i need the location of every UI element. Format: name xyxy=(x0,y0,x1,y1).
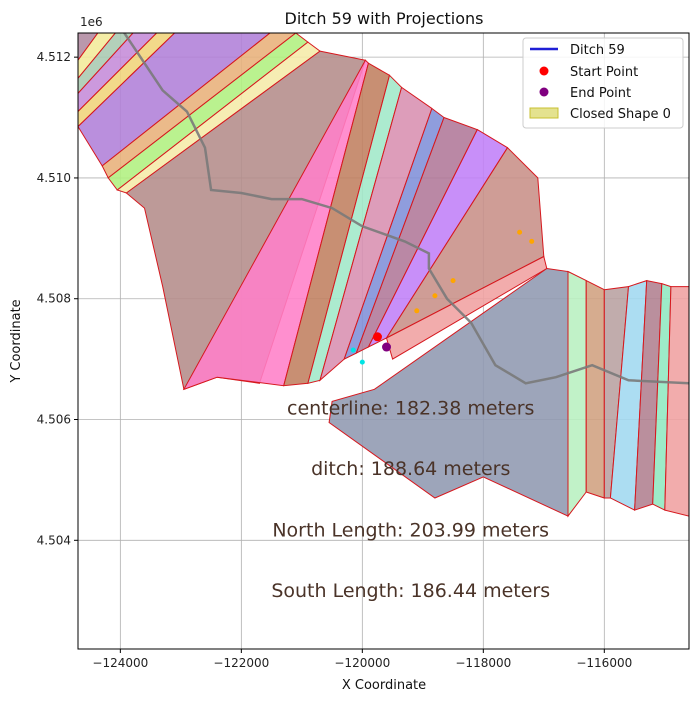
plot-frame xyxy=(77,32,690,650)
y-tick-label: 4.508 xyxy=(37,292,71,306)
projection-shape xyxy=(664,286,689,517)
x-tick-label: −122000 xyxy=(213,656,269,670)
point-markers xyxy=(350,229,535,365)
y-axis-ticks: 4.504 4.506 4.508 4.510 4.512 xyxy=(37,50,78,547)
length-annotation: North Length: 203.99 meters xyxy=(272,519,549,541)
ditch-centerline xyxy=(122,33,689,385)
x-tick-label: −116000 xyxy=(576,656,632,670)
y-tick-label: 4.504 xyxy=(37,533,71,547)
projection-point xyxy=(529,238,535,244)
legend: Ditch 59 Start Point End Point Closed Sh… xyxy=(522,37,684,129)
legend-item-start: Start Point xyxy=(570,65,638,80)
y-offset-label: 1e6 xyxy=(80,15,103,29)
projection-point xyxy=(517,229,523,235)
projection-point xyxy=(414,308,420,314)
legend-item-end: End Point xyxy=(570,86,631,101)
legend-item-ditch: Ditch 59 xyxy=(570,43,625,58)
legend-item-shape: Closed Shape 0 xyxy=(570,107,671,122)
projection-shape xyxy=(585,279,605,499)
y-tick-label: 4.512 xyxy=(37,50,71,64)
end-point-marker xyxy=(382,342,392,352)
y-axis-label: Y Coordinate xyxy=(9,299,24,383)
centerline-layer xyxy=(122,33,689,385)
projection-point xyxy=(350,347,356,353)
legend-box xyxy=(522,37,684,129)
length-annotation: centerline: 182.38 meters xyxy=(287,397,534,419)
x-axis-ticks: −124000 −122000 −120000 −118000 −116000 xyxy=(92,649,632,670)
start-point-marker xyxy=(372,332,382,342)
chart-title: Ditch 59 with Projections xyxy=(285,9,484,28)
projection-shape xyxy=(385,255,548,360)
legend-end-marker xyxy=(539,87,549,97)
x-axis-label: X Coordinate xyxy=(342,678,426,693)
legend-shape-patch xyxy=(529,107,559,119)
x-tick-label: −118000 xyxy=(455,656,511,670)
projection-point xyxy=(432,293,438,299)
projection-point xyxy=(450,278,456,284)
projection-shapes xyxy=(78,33,689,518)
x-tick-label: −124000 xyxy=(92,656,148,670)
x-tick-label: −120000 xyxy=(334,656,390,670)
length-annotations: centerline: 182.38 meters ditch: 188.64 m… xyxy=(271,397,550,601)
projection-point xyxy=(359,359,365,365)
legend-start-marker xyxy=(539,66,549,76)
projection-shape xyxy=(182,59,369,391)
length-annotation: South Length: 186.44 meters xyxy=(271,580,550,602)
y-tick-label: 4.510 xyxy=(37,171,71,185)
length-annotation: ditch: 188.64 meters xyxy=(311,458,510,480)
y-tick-label: 4.506 xyxy=(37,413,71,427)
projection-shape xyxy=(567,270,587,518)
